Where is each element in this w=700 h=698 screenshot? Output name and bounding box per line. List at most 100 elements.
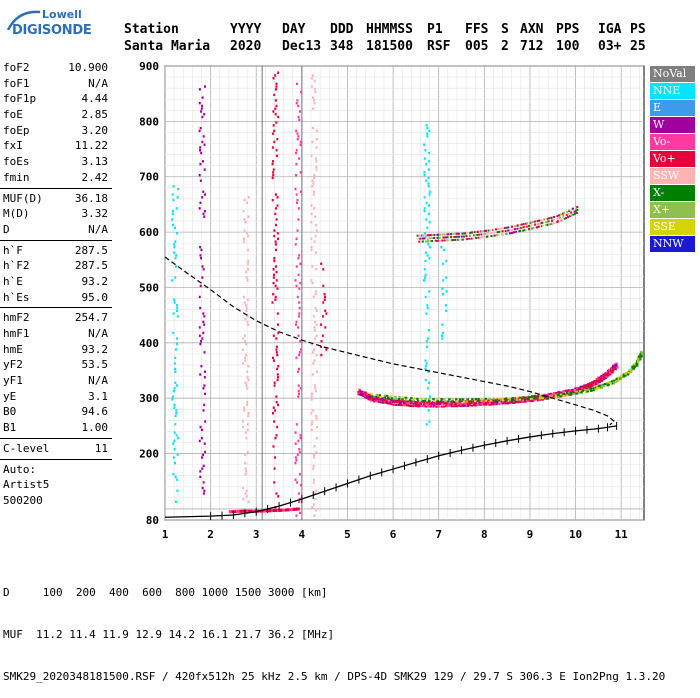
echo-point <box>315 450 318 454</box>
echo-point <box>199 146 202 149</box>
param-label: D <box>3 222 10 236</box>
echo-point <box>311 409 314 412</box>
echo-point <box>200 248 203 252</box>
o-trace-point <box>435 401 439 404</box>
echo-point <box>426 304 429 307</box>
echo-point <box>423 209 426 213</box>
o-trace-point <box>582 386 586 389</box>
echo-point <box>274 295 277 299</box>
echo-point <box>199 201 202 205</box>
echo-point <box>311 506 314 509</box>
echo-point <box>322 284 325 288</box>
echo-point <box>200 107 203 110</box>
echo-point <box>275 345 278 348</box>
echo-point <box>271 176 274 180</box>
upper-trace-point <box>495 231 498 234</box>
o-trace-point <box>377 398 380 401</box>
upper-trace-point <box>424 234 427 237</box>
es-trace-point <box>264 509 267 513</box>
y-tick-label: 600 <box>139 226 159 239</box>
echo-point <box>423 157 426 160</box>
upper-trace-point <box>519 223 522 226</box>
upper-trace-point <box>541 224 544 227</box>
upper-trace-point <box>493 234 496 237</box>
echo-point <box>173 301 176 304</box>
echo-point <box>199 340 202 343</box>
legend: NoVal NNE E W Vo- Vo+ SSW X- X+ SSE NNW <box>650 66 695 253</box>
o-trace-point <box>359 392 363 395</box>
o-trace-point <box>496 398 499 401</box>
upper-trace-point <box>443 239 446 242</box>
x-trace-point <box>640 350 643 353</box>
param-value: 287.5 <box>74 243 108 257</box>
echo-point <box>427 337 430 340</box>
o-trace-point <box>358 388 361 391</box>
echo-point <box>315 353 318 357</box>
header-label-6: FFS <box>465 22 489 37</box>
o-trace-point <box>536 394 540 397</box>
legend-item-e: E <box>650 100 695 116</box>
echo-point <box>313 514 316 517</box>
o-trace-point <box>473 402 476 405</box>
echo-point <box>310 279 313 282</box>
upper-trace-point <box>538 219 541 222</box>
upper-trace-point <box>438 239 441 242</box>
echo-point <box>272 334 275 337</box>
x-trace-point <box>370 393 373 396</box>
echo-point <box>275 492 278 495</box>
upper-trace-point <box>438 233 441 236</box>
header-value-5: RSF <box>427 39 451 54</box>
param-label: hmF2 <box>3 311 30 325</box>
es-trace-point <box>269 509 273 513</box>
echo-point <box>310 237 313 241</box>
echo-point <box>174 475 177 479</box>
echo-point <box>297 218 300 221</box>
x-trace-point <box>527 396 531 399</box>
o-trace-point <box>470 401 473 404</box>
echo-point <box>314 215 317 218</box>
upper-trace-point <box>471 231 474 234</box>
x-trace-point <box>620 374 623 377</box>
echo-point <box>271 132 274 135</box>
o-trace-point <box>514 400 518 403</box>
x-trace-point <box>440 398 443 401</box>
echo-point <box>298 367 301 371</box>
o-trace-point <box>552 396 555 399</box>
x-trace-point <box>538 397 542 400</box>
upper-trace-point <box>565 213 568 216</box>
o-trace-point <box>524 396 527 399</box>
upper-trace-point <box>516 227 519 230</box>
es-trace-point <box>271 509 274 513</box>
o-trace-point <box>389 400 392 403</box>
echo-point <box>245 436 248 440</box>
o-trace-point <box>470 404 474 407</box>
echo-point <box>200 110 203 113</box>
echo-point <box>312 362 315 365</box>
param-value: 11 <box>94 441 108 455</box>
header-label-10: IGA <box>598 22 622 37</box>
x-trace-point <box>571 391 575 394</box>
echo-point <box>243 334 246 337</box>
es-trace-point <box>286 508 289 512</box>
upper-trace-point <box>529 221 532 224</box>
x-trace-point <box>578 390 582 393</box>
echo-point <box>315 146 318 149</box>
x-trace-point <box>378 394 382 397</box>
es-trace-point <box>238 509 241 513</box>
o-trace-point <box>511 402 515 405</box>
upper-trace-point <box>431 234 434 237</box>
echo-point <box>199 254 202 257</box>
echo-point <box>244 467 247 470</box>
y-tick-label: 700 <box>139 171 159 184</box>
echo-point <box>246 298 249 301</box>
x-trace-point <box>541 397 544 400</box>
echo-point <box>245 495 248 498</box>
echo-point <box>174 370 177 373</box>
upper-trace-point <box>575 209 578 212</box>
x-trace-point <box>580 391 583 394</box>
x-trace-point <box>469 400 473 403</box>
echo-point <box>313 348 316 351</box>
o-trace-point <box>371 397 375 400</box>
echo-point <box>274 107 277 110</box>
autoscale-text: Artist5 <box>3 478 50 492</box>
